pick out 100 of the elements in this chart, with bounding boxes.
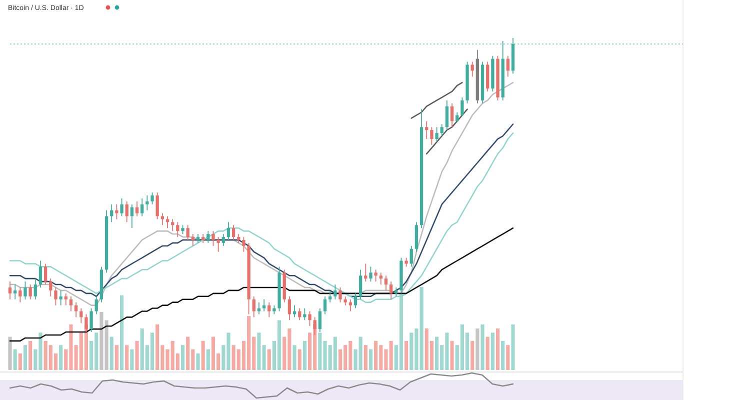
candlestick (334, 284, 337, 300)
candlestick (389, 281, 393, 300)
bar (120, 295, 124, 370)
candlestick (8, 281, 12, 300)
candlestick (212, 230, 215, 246)
candlestick (318, 308, 322, 332)
candlestick (160, 212, 164, 226)
candlestick (94, 296, 98, 315)
candlestick (359, 269, 362, 300)
candlestick (379, 272, 382, 285)
candlestick (146, 194, 149, 211)
candlestick (486, 61, 490, 92)
bar (302, 340, 306, 370)
candlestick (156, 192, 159, 220)
bar (486, 336, 490, 370)
bar (364, 345, 368, 370)
candlestick (115, 204, 118, 220)
candlestick (440, 124, 444, 136)
candlestick (354, 292, 358, 309)
bar (480, 324, 484, 370)
candlestick (49, 278, 52, 297)
candlestick (303, 308, 306, 321)
candlestick (430, 126, 434, 146)
candlestick (150, 192, 154, 205)
bar (501, 340, 505, 370)
candlestick (18, 287, 22, 303)
candlestick (262, 298, 266, 312)
bar (420, 287, 424, 370)
candlestick (166, 216, 170, 229)
candlestick (506, 55, 510, 78)
candlestick (292, 304, 296, 318)
bar (201, 340, 205, 370)
bar (206, 349, 210, 370)
candlestick (222, 234, 225, 246)
candlestick (242, 236, 246, 252)
candlestick (226, 222, 230, 240)
candlestick (308, 310, 312, 327)
candlestick (348, 298, 352, 312)
bar (114, 345, 118, 370)
bar (13, 349, 17, 370)
candlestick (460, 96, 464, 116)
bar (104, 320, 108, 370)
candlestick (384, 275, 388, 291)
candlestick (364, 263, 368, 282)
candlestick (425, 120, 428, 140)
candlestick (338, 287, 342, 303)
bar (130, 349, 134, 370)
bar (8, 336, 12, 370)
candlestick (323, 296, 327, 315)
candlestick (298, 308, 302, 321)
candlestick (90, 308, 93, 332)
bar (59, 345, 63, 370)
bar (23, 345, 28, 370)
candlestick (80, 308, 83, 324)
bar (28, 340, 32, 370)
candlestick (28, 284, 32, 300)
candlestick (435, 126, 438, 142)
candlestick (445, 100, 449, 131)
candlestick (206, 230, 210, 244)
candlestick (369, 266, 372, 282)
bar (18, 353, 22, 370)
candlestick (328, 290, 332, 303)
bar (125, 345, 129, 370)
candlestick (470, 61, 474, 78)
candlestick (288, 296, 292, 321)
candlestick (64, 292, 68, 306)
candlestick (374, 269, 378, 282)
bar (490, 332, 494, 370)
candlestick (125, 200, 128, 223)
bar (135, 340, 139, 370)
candlestick (120, 198, 124, 217)
candlestick (44, 263, 48, 285)
bar (110, 336, 114, 370)
candlestick (34, 278, 37, 300)
bar (368, 349, 373, 370)
bar (506, 345, 510, 370)
bar (100, 312, 104, 370)
bar (496, 328, 500, 370)
bar (404, 340, 408, 370)
candlestick (252, 296, 256, 318)
candlestick (171, 218, 174, 232)
bar (267, 349, 271, 370)
candlestick (54, 287, 58, 306)
bar (450, 340, 454, 370)
bar (298, 349, 302, 370)
candlestick (14, 284, 17, 300)
candlestick (450, 102, 454, 128)
candlestick (130, 204, 134, 229)
candlestick (410, 245, 413, 268)
candlestick (186, 224, 190, 240)
candlestick (176, 222, 180, 238)
bar (292, 345, 296, 370)
candlestick (232, 224, 236, 240)
bar (511, 324, 515, 370)
candlestick (59, 290, 62, 306)
candlestick (24, 281, 27, 300)
bar (470, 340, 474, 370)
bar (262, 345, 266, 370)
candlestick (414, 222, 418, 252)
candlestick (38, 260, 42, 288)
